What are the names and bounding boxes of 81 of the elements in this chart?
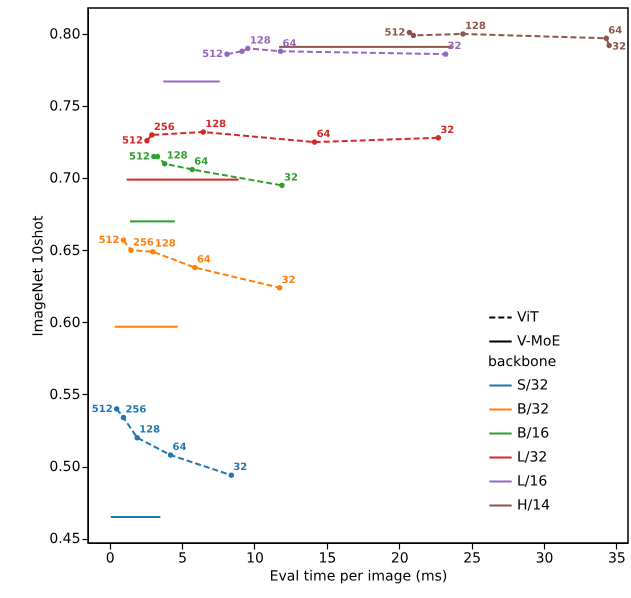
point (200, 129, 206, 135)
y-tick-label: 0.70 (49, 170, 80, 187)
annotation: 128 (166, 150, 188, 162)
legend-label: L/16 (517, 474, 548, 490)
x-tick-label: 10 (246, 550, 264, 566)
annotation: 32 (448, 41, 462, 52)
annotation: 64 (172, 442, 186, 454)
annotation: 64 (196, 254, 211, 266)
annotation: 512 (98, 235, 120, 246)
point (189, 166, 195, 172)
annotation: 128 (154, 238, 176, 250)
x-tick-label: 15 (318, 550, 336, 566)
point (134, 434, 140, 440)
point (279, 182, 285, 188)
point (460, 31, 466, 37)
x-axis-title: Eval time per image (ms) (270, 568, 448, 584)
point (114, 406, 120, 412)
point (442, 51, 448, 57)
point (224, 51, 230, 57)
point (162, 161, 168, 166)
annotation: 256 (132, 237, 154, 248)
legend-label: B/16 (517, 426, 550, 442)
point (144, 138, 150, 144)
point (604, 36, 610, 42)
x-tick-label: 20 (390, 550, 409, 566)
x-tick-label: 0 (106, 550, 115, 566)
annotation: 32 (284, 172, 298, 184)
point (128, 248, 134, 253)
legend-label: S/32 (517, 378, 548, 394)
point (168, 452, 174, 458)
annotation: 64 (194, 156, 208, 168)
annotation: 32 (612, 41, 626, 52)
point (410, 32, 416, 38)
point (120, 414, 126, 420)
annotation: 64 (316, 129, 331, 140)
annotation: V-MoE (517, 334, 560, 350)
point (278, 48, 284, 54)
y-tick-label: 0.60 (49, 314, 80, 331)
legend-label: B/32 (517, 402, 550, 418)
point (406, 30, 412, 36)
annotation: 128 (139, 424, 160, 436)
annotation: 512 (92, 404, 113, 415)
annotation: 512 (202, 49, 224, 60)
y-tick-label: 0.80 (49, 26, 80, 42)
point (239, 48, 245, 54)
annotation: ViT (517, 310, 540, 326)
annotation: 128 (205, 119, 226, 130)
point (312, 139, 318, 145)
legend-label: L/32 (517, 450, 548, 466)
y-tick-label: 0.55 (49, 386, 80, 403)
x-tick-label: 5 (178, 550, 188, 566)
point (436, 135, 442, 141)
x-tick-label: 25 (463, 550, 482, 566)
annotation: 32 (233, 462, 248, 474)
point (228, 472, 234, 478)
y-tick-label: 0.75 (49, 98, 80, 115)
point (245, 46, 251, 52)
point (192, 264, 198, 270)
annotation: 32 (440, 124, 454, 136)
legend-label: H/14 (517, 498, 550, 514)
legend-title: backbone (488, 354, 556, 370)
x-tick-label: 35 (608, 550, 626, 566)
y-tick-label: 0.45 (49, 531, 80, 548)
annotation: 512 (122, 136, 143, 147)
annotation: 512 (128, 152, 150, 163)
point (149, 132, 155, 138)
annotation: 256 (154, 122, 175, 133)
point (276, 285, 282, 290)
annotation: 128 (250, 35, 271, 46)
y-tick-label: 0.65 (49, 242, 80, 259)
annotation: 256 (125, 404, 146, 416)
y-tick-label: 0.50 (49, 459, 80, 476)
annotation: 64 (608, 25, 622, 36)
annotation: 128 (464, 20, 486, 32)
y-axis-title: ImageNet 10shot (30, 215, 46, 336)
point (120, 237, 126, 243)
point (150, 248, 156, 254)
annotation: 32 (282, 274, 296, 286)
annotation: 512 (384, 28, 406, 39)
point (606, 42, 612, 48)
x-tick-label: 30 (536, 550, 554, 566)
